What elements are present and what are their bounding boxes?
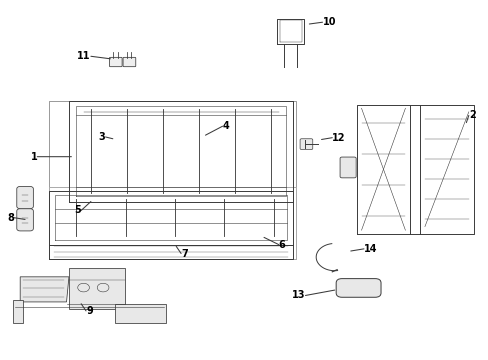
Text: 3: 3 xyxy=(99,132,105,142)
Text: 9: 9 xyxy=(86,306,93,316)
Text: 10: 10 xyxy=(322,17,335,27)
Text: 5: 5 xyxy=(74,206,81,216)
Polygon shape xyxy=(13,300,22,323)
FancyBboxPatch shape xyxy=(17,209,33,231)
FancyBboxPatch shape xyxy=(335,279,380,297)
FancyBboxPatch shape xyxy=(339,157,355,178)
Text: 14: 14 xyxy=(363,244,377,254)
Text: 8: 8 xyxy=(7,213,14,222)
Text: 4: 4 xyxy=(222,121,229,131)
FancyBboxPatch shape xyxy=(300,139,312,149)
Text: 6: 6 xyxy=(278,239,285,249)
Text: 13: 13 xyxy=(291,291,305,301)
Text: 12: 12 xyxy=(331,133,345,143)
Text: 2: 2 xyxy=(468,111,474,121)
Polygon shape xyxy=(20,277,69,302)
Text: 1: 1 xyxy=(30,152,37,162)
Polygon shape xyxy=(69,268,125,309)
Text: 11: 11 xyxy=(77,51,91,61)
Text: 7: 7 xyxy=(181,248,187,258)
FancyBboxPatch shape xyxy=(17,186,33,209)
FancyBboxPatch shape xyxy=(109,57,122,67)
Polygon shape xyxy=(115,304,166,323)
FancyBboxPatch shape xyxy=(123,57,136,67)
